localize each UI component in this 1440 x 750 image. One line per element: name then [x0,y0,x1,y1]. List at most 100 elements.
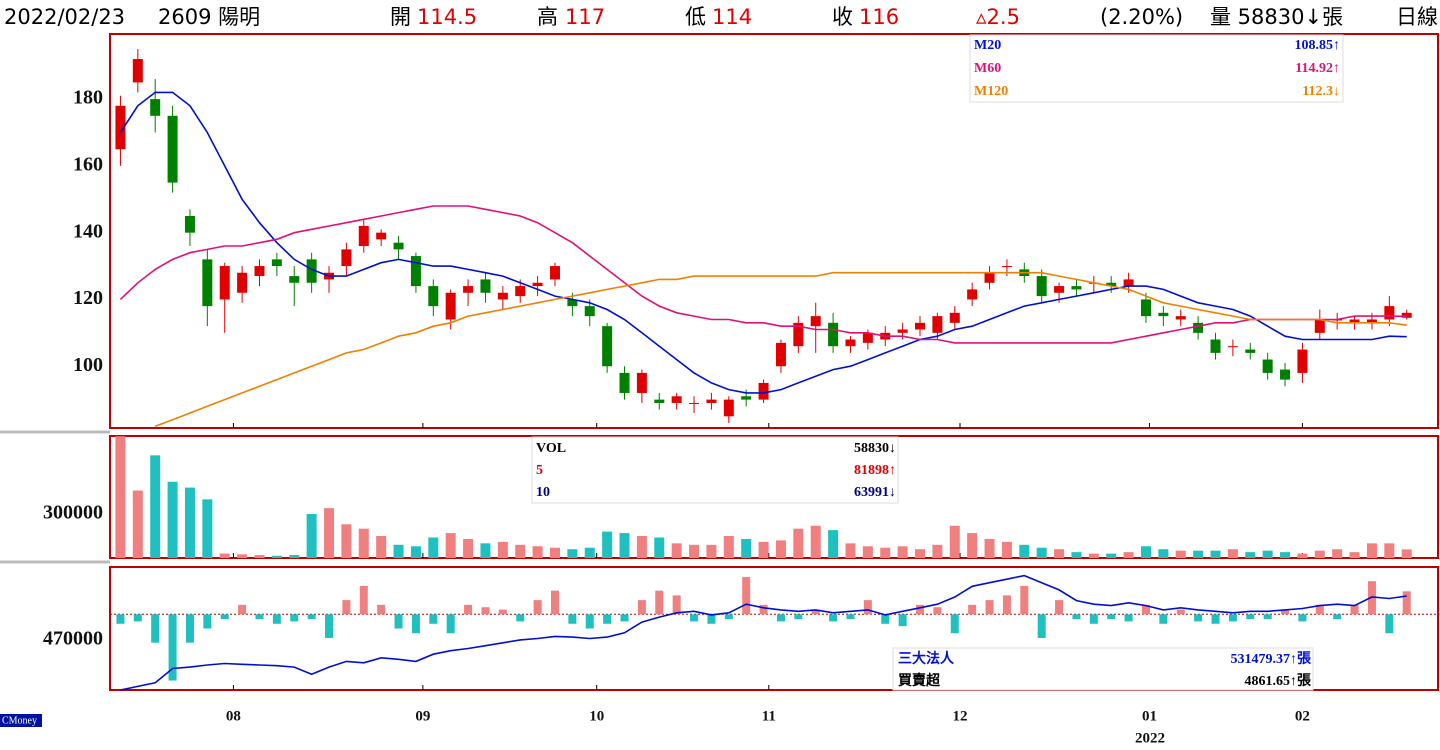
volume-bar [202,499,213,558]
net-bar [568,614,577,624]
net-bar [1333,614,1342,620]
net-bar [168,614,177,681]
candle-body [445,292,456,320]
low-value: 114 [712,5,752,29]
low-label: 低 [685,5,706,29]
y-tick-label: 160 [73,153,103,175]
net-bar [550,590,559,615]
volume-bar [862,546,873,558]
candle-body [184,215,195,233]
volume-bar [237,554,248,558]
volume-bar [1140,546,1151,558]
candle-body [584,306,595,317]
volume-bar [463,538,474,558]
candle-body [602,326,613,367]
candle-body [1297,349,1308,373]
net-bar [690,614,699,622]
candle-body [862,332,873,343]
net-bar [1159,614,1168,624]
volume-bar [636,536,647,558]
x-tick-label: 02 [1295,708,1310,724]
net-bar [290,614,299,622]
candle-body [480,279,491,293]
candle-body [1384,306,1395,320]
candle-body [393,242,404,250]
net-bar [1263,614,1272,620]
candle-body [532,282,543,287]
net-bar [220,614,229,620]
candle-body [915,322,926,330]
candle-body [410,256,421,287]
net-bar [1385,614,1394,634]
net-bar [829,614,838,622]
candle-body [1001,266,1012,268]
net-bar [1002,595,1011,615]
candle-body [758,382,769,400]
net-bar [133,614,142,622]
legend-name: 5 [536,463,543,478]
y-tick-label: 100 [73,354,103,376]
volume-bar [1210,550,1221,558]
candle-body [549,266,560,280]
candle-body [376,232,387,240]
volume-bar [775,540,786,558]
legend-value: 58830↓ [854,441,896,456]
volume-bar [1123,552,1134,558]
change: ▵2.5 [976,5,1020,29]
volume-bar [1384,543,1395,558]
candle-body [1210,339,1221,353]
volume-bar [880,547,891,558]
volume-bar [706,544,717,558]
volume-bar [1401,549,1412,558]
volume-bar [1158,549,1169,558]
candle-body [810,316,821,327]
legend-name: 三大法人 [898,650,955,667]
net-bar [1350,604,1359,615]
net-bar [724,614,733,620]
legend-value: 114.92↑ [1295,61,1340,76]
net-bar [272,614,281,624]
candle-body [654,399,665,403]
volume-total: 量 58830↓張 [1210,5,1343,29]
legend-name: M20 [974,38,1001,53]
net-bar [1124,614,1133,622]
net-bar [846,614,855,620]
volume-bar [1349,552,1360,558]
net-bar [342,600,351,615]
volume-bar [289,555,300,558]
change-pct: (2.20%) [1100,5,1183,29]
close-value: 116 [859,5,899,29]
net-bar [1089,614,1098,624]
candle-body [1175,316,1186,320]
y-tick-label: 180 [73,87,103,109]
open-label: 開 [390,5,411,29]
volume-bar [1019,544,1030,558]
candle-body [1193,322,1204,333]
net-bar [307,614,316,620]
net-bar [1315,604,1324,615]
net-bar [916,604,925,615]
candle-body [723,399,734,417]
net-bar [1141,604,1150,615]
net-bar [1020,585,1029,615]
volume-bar [480,543,491,558]
candle-body [1036,276,1047,297]
candle-body [1054,286,1065,293]
candle-body [897,329,908,333]
candle-body [984,272,995,283]
net-bar [898,614,907,627]
candle-body [358,225,369,247]
candle-body [619,372,630,393]
net-bar [794,614,803,620]
date: 2022/02/23 [4,5,125,29]
high-label: 高 [537,5,558,29]
candle-body [115,105,126,150]
candle-body [428,286,439,307]
volume-bar [671,543,682,558]
volume-bar [115,436,126,558]
legend-value: 4861.65↑張 [1245,673,1313,689]
volume-bar [254,555,265,558]
net-bar [1072,614,1081,620]
net-bar [1298,614,1307,622]
net-bar [203,614,212,629]
